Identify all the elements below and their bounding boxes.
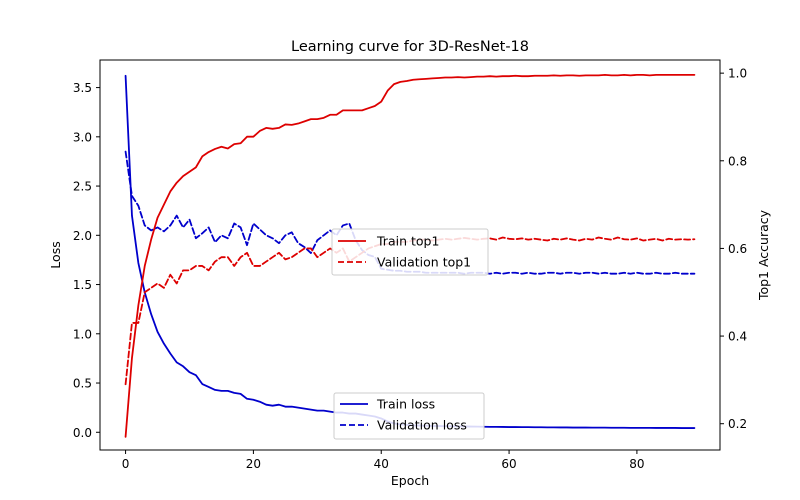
left-y-tick-label: 1.5 <box>73 278 92 292</box>
x-tick-label: 80 <box>629 457 644 471</box>
x-axis-label: Epoch <box>391 473 429 488</box>
legend-validation-top1-label: Validation top1 <box>377 255 471 270</box>
left-y-tick-label: 2.0 <box>73 229 92 243</box>
x-tick-label: 40 <box>374 457 389 471</box>
legend-accuracy-box <box>331 228 489 276</box>
legend-loss-box <box>333 392 485 440</box>
right-y-axis-label: Top1 Accuracy <box>756 209 771 301</box>
right-y-tick-label: 0.4 <box>728 330 747 344</box>
legend-loss: Train loss Validation loss <box>333 392 485 440</box>
x-tick-label: 60 <box>501 457 516 471</box>
series-line-train-top1 <box>124 74 696 438</box>
left-y-tick-label: 2.5 <box>73 180 92 194</box>
ticks-layer: 0 20 40 60 80 0.0 0.5 1.0 1.5 2.0 2.5 3.0 3.5 0.2 0.4 0… <box>73 67 747 471</box>
left-y-tick-label: 1.0 <box>73 327 92 341</box>
right-y-tick-label: 0.8 <box>728 154 747 168</box>
right-y-tick-label: 1.0 <box>728 67 747 81</box>
left-y-axis-label: Loss <box>48 241 63 268</box>
left-y-tick-label: 3.5 <box>73 81 92 95</box>
right-y-tick-label: 0.2 <box>728 417 747 431</box>
x-tick-label: 0 <box>122 457 130 471</box>
left-y-tick-label: 0.0 <box>73 426 92 440</box>
x-tick-label: 20 <box>246 457 261 471</box>
left-y-tick-label: 0.5 <box>73 377 92 391</box>
legend-train-loss-label: Train loss <box>376 397 435 412</box>
legend-train-top1-label: Train top1 <box>376 234 439 249</box>
right-y-tick-label: 0.6 <box>728 242 747 256</box>
legend-validation-loss-label: Validation loss <box>377 418 467 433</box>
chart-title: Learning curve for 3D-ResNet-18 <box>291 39 529 55</box>
left-y-tick-label: 3.0 <box>73 130 92 144</box>
legend-accuracy: Train top1 Validation top1 <box>331 228 489 276</box>
plot-frame <box>99 59 721 451</box>
